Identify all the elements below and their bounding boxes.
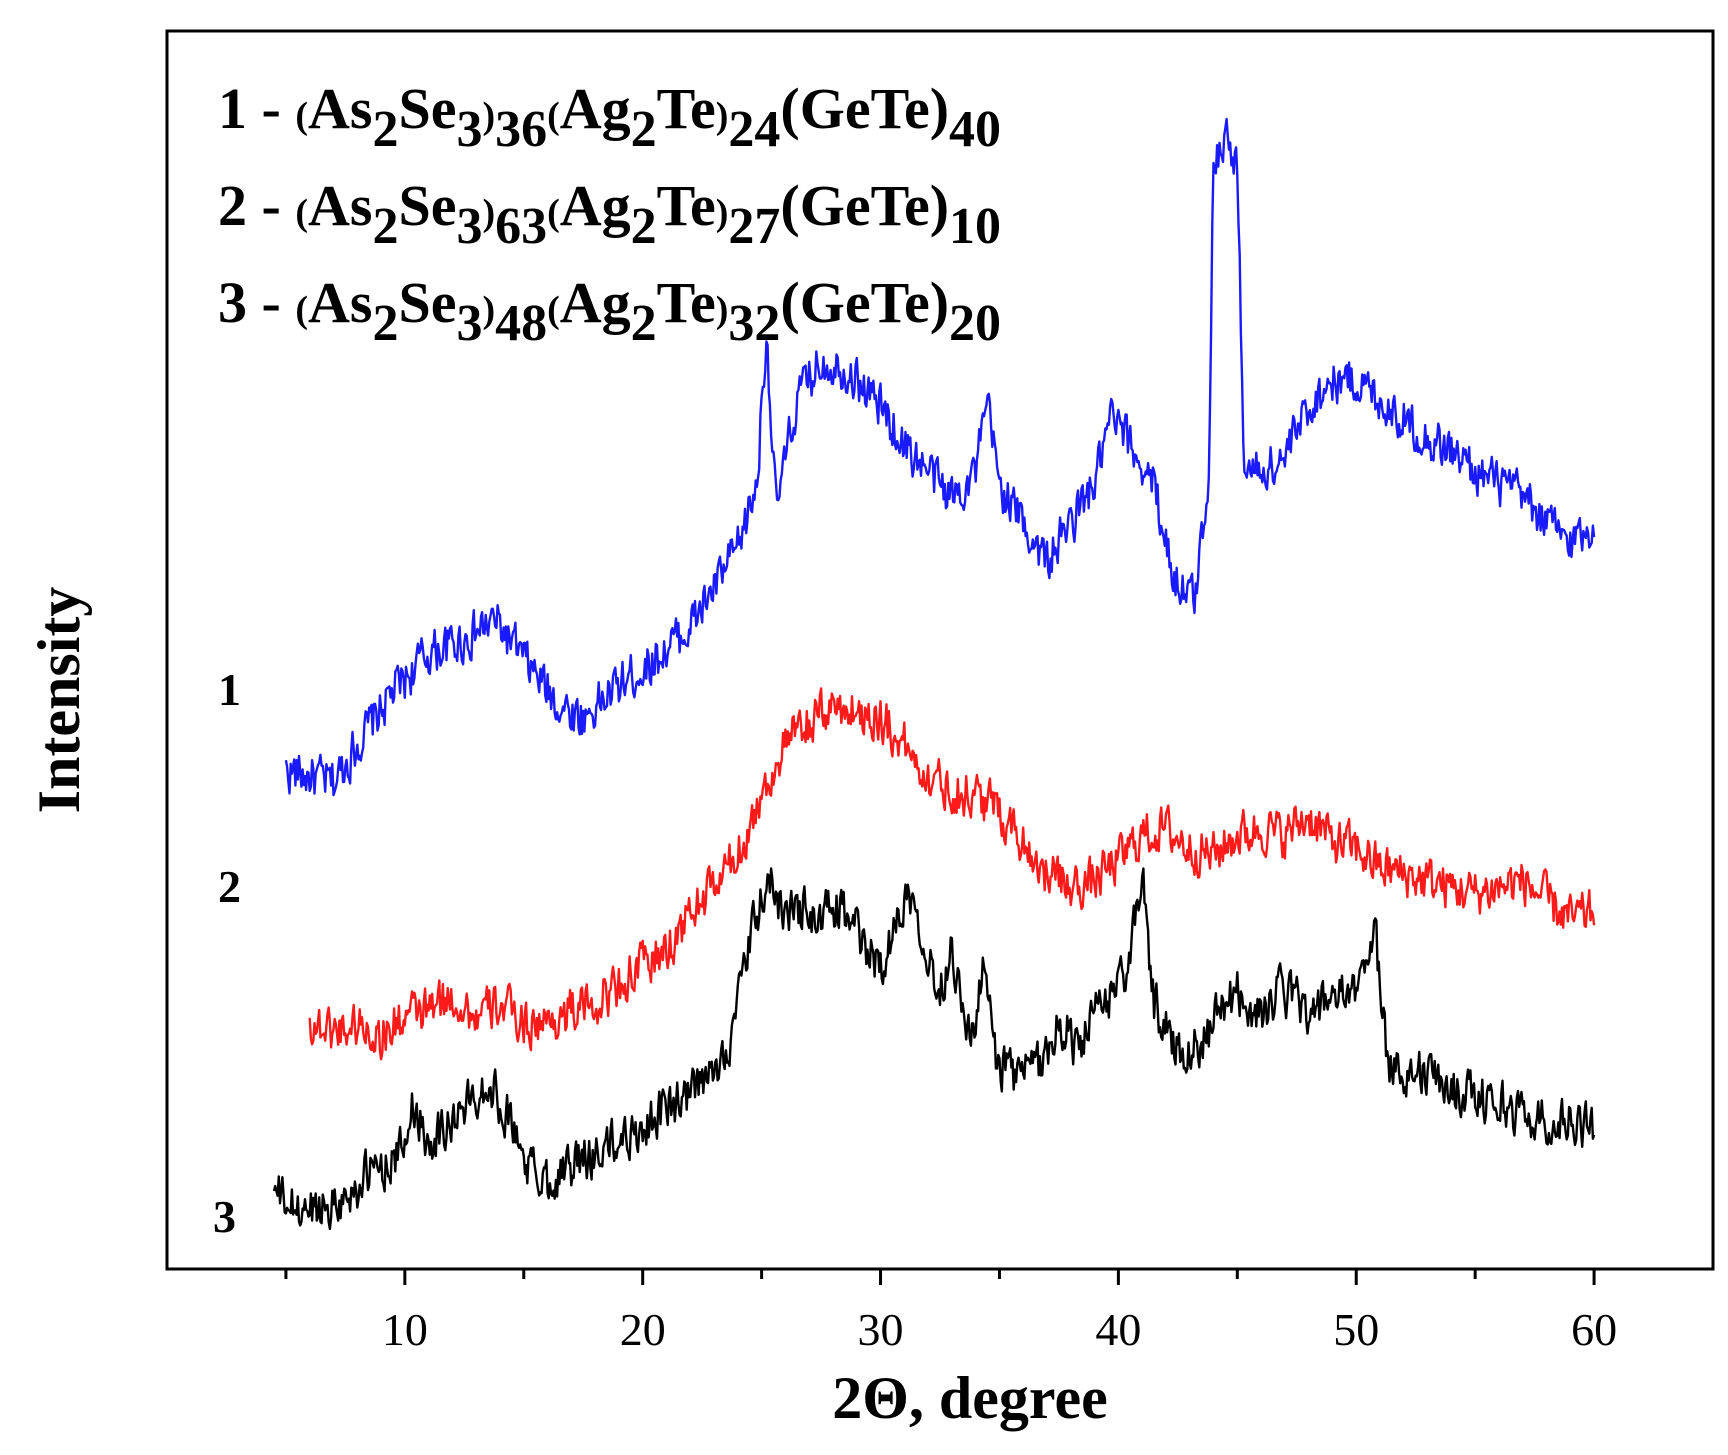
x-tick-label: 60 (1571, 1304, 1617, 1355)
x-axis-label: 2Θ, degree (832, 1365, 1107, 1431)
series-1-line (284, 117, 1596, 797)
x-tick-label: 40 (1095, 1304, 1141, 1355)
legend-entry-1: 1 - (As2Se3)36(Ag2Te)24(GeTe)40 (218, 76, 1001, 158)
x-tick-label: 50 (1333, 1304, 1379, 1355)
x-axis-ticks: 10 20 30 40 50 60 (284, 1269, 1617, 1355)
x-tick-label: 10 (382, 1304, 428, 1355)
y-axis-label: Intensity (26, 587, 92, 814)
legend-entry-3: 3 - (As2Se3)48(Ag2Te)32(GeTe)20 (218, 270, 1001, 352)
x-tick-label: 20 (620, 1304, 666, 1355)
series-2-line (308, 687, 1596, 1061)
series-2-label: 2 (218, 861, 241, 912)
x-tick-label: 30 (858, 1304, 904, 1355)
legend: 1 - (As2Se3)36(Ag2Te)24(GeTe)40 2 - (As2S… (218, 76, 1001, 352)
legend-entry-2: 2 - (As2Se3)63(Ag2Te)27(GeTe)10 (218, 173, 1001, 255)
series-3-line (272, 867, 1596, 1231)
curve-labels: 1 2 3 (213, 664, 241, 1242)
series-3-label: 3 (213, 1191, 236, 1242)
series-1-label: 1 (218, 664, 241, 715)
data-curves (272, 117, 1596, 1231)
plot-frame (165, 29, 1715, 1271)
